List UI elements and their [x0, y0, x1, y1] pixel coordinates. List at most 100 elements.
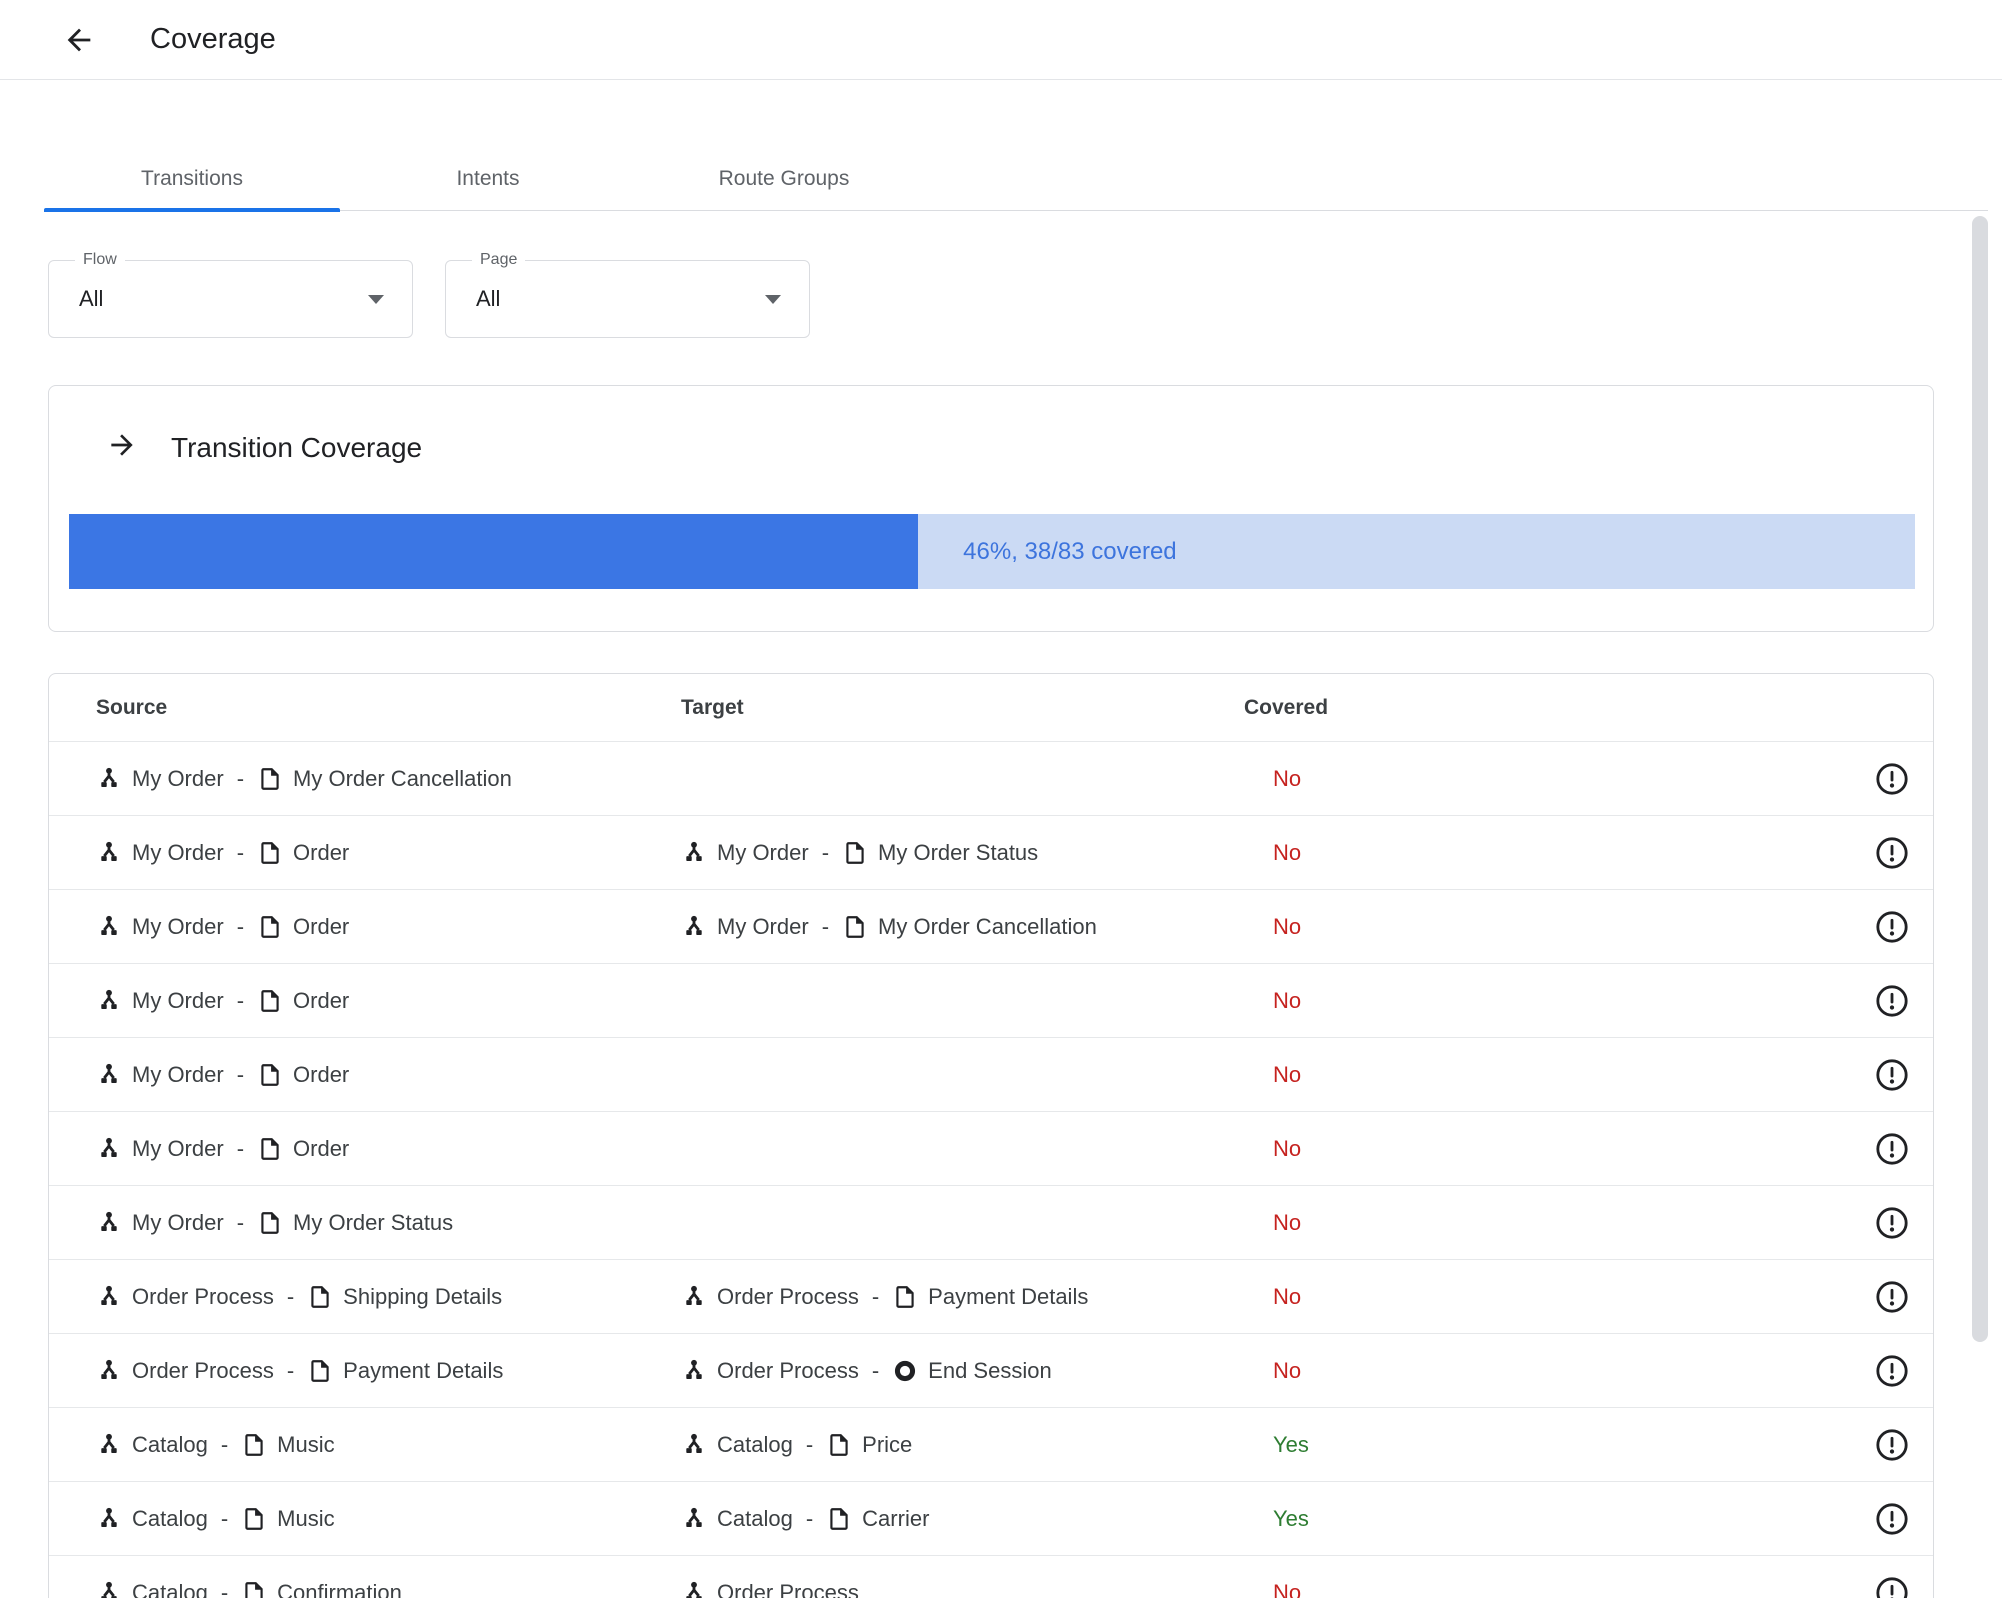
target-cell: Order Process - Payment Details	[681, 1284, 1244, 1310]
row-info-button[interactable]	[1875, 1280, 1909, 1314]
target-page-label: My Order Cancellation	[878, 913, 1097, 939]
error-info-icon	[1876, 1428, 1908, 1461]
source-page-label: Shipping Details	[343, 1283, 503, 1309]
vertical-scrollbar-thumb[interactable]	[1972, 216, 1988, 1342]
tab-label: Route Groups	[718, 166, 850, 190]
dropdown-arrow-icon	[368, 295, 384, 304]
target-page-label: Payment Details	[928, 1283, 1089, 1309]
source-page-icon	[311, 1359, 329, 1382]
row-info-button[interactable]	[1875, 836, 1909, 870]
table-row: Catalog - Music Catalog -	[49, 1482, 1933, 1556]
source-page-icon	[311, 1285, 329, 1308]
row-info-button[interactable]	[1875, 1206, 1909, 1240]
dash: -	[286, 1283, 295, 1309]
target-dash: -	[871, 1283, 880, 1309]
target-page-label: Price	[862, 1431, 913, 1457]
back-button[interactable]	[60, 21, 98, 59]
error-info-icon	[1876, 910, 1908, 943]
row-info-button[interactable]	[1875, 1502, 1909, 1536]
covered-status: No	[1273, 913, 1302, 939]
target-flow-icon	[686, 1581, 702, 1598]
source-page-icon	[261, 1137, 279, 1160]
covered-status: No	[1273, 987, 1302, 1013]
row-info-button[interactable]	[1875, 984, 1909, 1018]
filters: Flow All Page All	[48, 251, 810, 338]
target-flow-icon	[686, 1507, 702, 1527]
source-page-label: My Order Cancellation	[293, 765, 512, 791]
source-page-icon	[245, 1433, 263, 1456]
target-flow-icon	[686, 915, 702, 935]
dash: -	[236, 987, 245, 1013]
app-header: Coverage	[0, 0, 2002, 80]
target-cell: Order Process - End Session	[681, 1358, 1244, 1384]
source-flow-icon	[101, 1285, 117, 1305]
table-header-row: Source Target Covered	[49, 674, 1933, 742]
source-flow-icon	[101, 1433, 117, 1453]
tab-transitions[interactable]: Transitions	[44, 146, 340, 212]
target-cell: Order Process -	[681, 1580, 1244, 1598]
covered-status: No	[1273, 1283, 1302, 1309]
source-flow-label: My Order	[132, 913, 224, 939]
source-flow-label: My Order	[132, 765, 224, 791]
flow-select[interactable]: Flow All	[48, 251, 413, 338]
covered-cell: No	[1244, 988, 1804, 1014]
row-info-button[interactable]	[1875, 1428, 1909, 1462]
dropdown-arrow-icon	[765, 295, 781, 304]
tab-route-groups[interactable]: Route Groups	[636, 146, 932, 211]
table-row: My Order - Order My Order -	[49, 890, 1933, 964]
source-page-label: Order	[293, 987, 350, 1013]
source-cell: My Order - My Order Cancellation	[96, 766, 681, 792]
page-select[interactable]: Page All	[445, 251, 810, 338]
table-row: Catalog - Music Catalog -	[49, 1408, 1933, 1482]
coverage-table-body: My Order - My Order Cancellation No	[49, 742, 1933, 1598]
source-flow-label: Catalog	[132, 1505, 208, 1531]
tab-intents[interactable]: Intents	[340, 146, 636, 211]
table-row: My Order - My Order Cancellation No	[49, 742, 1933, 816]
covered-status: No	[1273, 765, 1302, 791]
source-page-icon	[261, 989, 279, 1012]
table-row: My Order - Order No	[49, 964, 1933, 1038]
tab-label: Transitions	[141, 166, 243, 190]
covered-cell: No	[1244, 1210, 1804, 1236]
table-row: Order Process - Payment Details Order Pr…	[49, 1334, 1933, 1408]
source-flow-label: My Order	[132, 839, 224, 865]
source-page-label: Order	[293, 913, 350, 939]
source-flow-label: Order Process	[132, 1357, 274, 1383]
table-row: My Order - Order No	[49, 1038, 1933, 1112]
source-cell: Order Process - Payment Details	[96, 1358, 681, 1384]
covered-cell: No	[1244, 1062, 1804, 1088]
target-flow-label: Catalog	[717, 1431, 793, 1457]
covered-cell: No	[1244, 840, 1804, 866]
row-info-button[interactable]	[1875, 1058, 1909, 1092]
source-page-icon	[261, 841, 279, 864]
covered-status: Yes	[1273, 1431, 1309, 1457]
target-flow-label: My Order	[717, 839, 809, 865]
error-info-icon	[1876, 1280, 1908, 1313]
error-info-icon	[1876, 1206, 1908, 1239]
source-cell: Catalog - Confirmation	[96, 1580, 681, 1598]
source-flow-icon	[101, 1137, 117, 1157]
source-cell: My Order - Order	[96, 914, 681, 940]
error-info-icon	[1876, 762, 1908, 795]
target-page-label: My Order Status	[878, 839, 1039, 865]
source-flow-icon	[101, 841, 117, 861]
row-info-button[interactable]	[1875, 762, 1909, 796]
row-info-button[interactable]	[1875, 1354, 1909, 1388]
source-flow-icon	[101, 1063, 117, 1083]
table-row: Catalog - Confirmation Order Process -	[49, 1556, 1933, 1598]
source-flow-label: My Order	[132, 1209, 224, 1235]
row-info-button[interactable]	[1875, 1576, 1909, 1598]
source-page-label: Order	[293, 839, 350, 865]
target-flow-label: Order Process	[717, 1283, 859, 1309]
source-flow-icon	[101, 767, 117, 787]
source-page-label: Payment Details	[343, 1357, 504, 1383]
source-flow-label: My Order	[132, 1061, 224, 1087]
covered-cell: No	[1244, 766, 1804, 792]
flow-select-label: Flow	[75, 251, 125, 269]
covered-cell: No	[1244, 914, 1804, 940]
target-end-session-icon	[895, 1360, 916, 1381]
row-info-button[interactable]	[1875, 1132, 1909, 1166]
row-info-button[interactable]	[1875, 910, 1909, 944]
target-page-icon	[896, 1285, 914, 1308]
table-row: My Order - My Order Status No	[49, 1186, 1933, 1260]
